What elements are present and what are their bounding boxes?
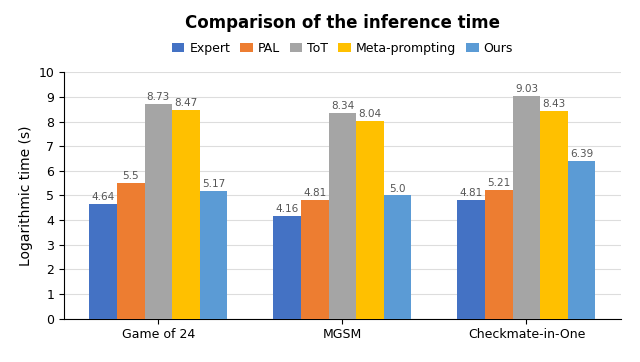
Text: 8.47: 8.47 [174,98,198,108]
Text: 8.04: 8.04 [358,109,381,119]
Bar [356,121,384,319]
Bar [200,191,227,319]
Bar [90,204,117,319]
Bar [458,200,485,319]
Text: 8.73: 8.73 [147,92,170,102]
Bar [172,110,200,319]
Bar [513,96,540,319]
Text: 6.39: 6.39 [570,149,593,159]
Text: 5.0: 5.0 [389,184,406,194]
Text: 9.03: 9.03 [515,84,538,94]
Text: 4.81: 4.81 [460,188,483,198]
Bar [568,161,595,319]
Bar [540,111,568,319]
Legend: Expert, PAL, ToT, Meta-prompting, Ours: Expert, PAL, ToT, Meta-prompting, Ours [167,37,518,60]
Text: 4.64: 4.64 [92,192,115,202]
Bar [301,200,328,319]
Bar [485,190,513,319]
Bar [117,183,145,319]
Text: 8.43: 8.43 [543,99,566,109]
Bar [328,113,356,319]
Text: 4.16: 4.16 [276,204,299,214]
Title: Comparison of the inference time: Comparison of the inference time [185,14,500,32]
Y-axis label: Logarithmic time (s): Logarithmic time (s) [19,125,33,266]
Text: 8.34: 8.34 [331,101,354,111]
Bar [384,195,412,319]
Text: 5.17: 5.17 [202,179,225,189]
Bar [273,216,301,319]
Bar [145,104,172,319]
Text: 5.5: 5.5 [122,171,139,181]
Text: 5.21: 5.21 [487,178,511,188]
Text: 4.81: 4.81 [303,188,326,198]
